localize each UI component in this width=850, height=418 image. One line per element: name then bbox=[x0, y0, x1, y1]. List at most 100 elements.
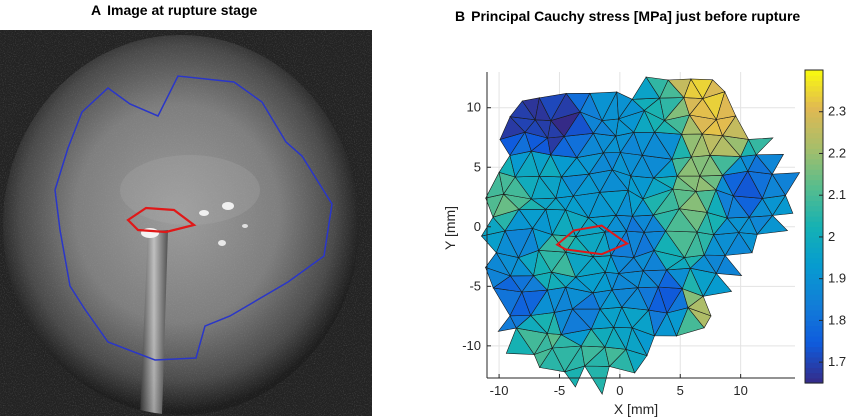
colorbar-segment-43 bbox=[805, 153, 823, 160]
colorbar-segment-49 bbox=[805, 122, 823, 128]
colorbar-segment-45 bbox=[805, 143, 823, 149]
panel-a-title: A Image at rupture stage bbox=[91, 2, 257, 18]
x-axis-label: X [mm] bbox=[614, 401, 658, 417]
colorbar-segment-21 bbox=[805, 268, 823, 275]
colorbar-segment-59 bbox=[805, 70, 823, 76]
colorbar-segment-57 bbox=[805, 80, 823, 87]
colorbar-segment-56 bbox=[805, 85, 823, 92]
colorbar-segment-24 bbox=[805, 252, 823, 259]
colorbar-segment-16 bbox=[805, 294, 823, 301]
colorbar-segment-13 bbox=[805, 309, 823, 316]
x-tick-label-2: 0 bbox=[616, 383, 623, 398]
colorbar-segment-51 bbox=[805, 111, 823, 118]
colorbar-segment-26 bbox=[805, 242, 823, 248]
mesh-element-199 bbox=[771, 172, 801, 196]
colorbar-segment-55 bbox=[805, 90, 823, 97]
colorbar-segment-25 bbox=[805, 247, 823, 254]
panel-b-title-text: Principal Cauchy stress [MPa] just befor… bbox=[471, 8, 801, 24]
y-tick-label-2: 0 bbox=[474, 219, 481, 234]
colorbar-segment-17 bbox=[805, 289, 823, 295]
colorbar-frame bbox=[804, 69, 824, 384]
colorbar-segment-53 bbox=[805, 101, 823, 108]
colorbar-segment-42 bbox=[805, 158, 823, 165]
colorbar-segment-27 bbox=[805, 236, 823, 243]
colorbar-segment-23 bbox=[805, 257, 823, 264]
rupture-stage-image bbox=[0, 30, 372, 416]
mesh-element-246 bbox=[748, 137, 774, 156]
chart-overlay bbox=[555, 224, 630, 256]
colorbar-segment-30 bbox=[805, 221, 823, 228]
y-axis-label: Y [mm] bbox=[442, 206, 458, 250]
mesh-element-286 bbox=[715, 90, 737, 120]
colorbar-segment-5 bbox=[805, 351, 823, 358]
colorbar-segment-1 bbox=[805, 372, 823, 379]
colorbar-tick-label-1: 1.8 bbox=[828, 312, 846, 327]
colorbar-segment-11 bbox=[805, 320, 823, 327]
colorbar-segment-44 bbox=[805, 148, 823, 155]
tissue-boundary-outline bbox=[54, 75, 333, 361]
mesh-element-99 bbox=[715, 254, 743, 276]
colorbar-segment-15 bbox=[805, 299, 823, 306]
colorbar-segment-22 bbox=[805, 263, 823, 269]
colorbar-segment-52 bbox=[805, 106, 823, 113]
colorbar-segment-12 bbox=[805, 315, 823, 321]
y-tick-label-0: -10 bbox=[462, 338, 481, 353]
mesh-element-1 bbox=[584, 365, 610, 395]
colorbar-segment-14 bbox=[805, 304, 823, 311]
mesh-element-147 bbox=[756, 215, 789, 235]
x-tick-label-3: 5 bbox=[677, 383, 684, 398]
colorbar-segment-32 bbox=[805, 210, 823, 217]
y-tick-label-3: 5 bbox=[474, 159, 481, 174]
colorbar-segment-20 bbox=[805, 273, 823, 280]
x-tick-label-0: -10 bbox=[490, 383, 509, 398]
colorbar: 1.7 1.8 1.9 2 2.1 2.2 2.3 bbox=[804, 69, 846, 384]
panel-b-letter: B bbox=[455, 8, 466, 24]
mesh-element-58 bbox=[687, 295, 712, 317]
panel-a-title-text: Image at rupture stage bbox=[107, 2, 258, 18]
colorbar-tick-label-0: 1.7 bbox=[828, 354, 846, 369]
colorbar-segment-39 bbox=[805, 174, 823, 181]
colorbar-segment-31 bbox=[805, 216, 823, 222]
x-tick-label-1: -5 bbox=[554, 383, 566, 398]
colorbar-segment-2 bbox=[805, 367, 823, 374]
stress-mesh bbox=[480, 76, 801, 395]
colorbar-segment-9 bbox=[805, 330, 823, 337]
colorbar-segment-10 bbox=[805, 325, 823, 332]
stress-heatmap-chart: -10 -5 0 5 10 -10 -5 0 5 10 1.7 1.8 1.9 2 2.1 2.2 2.3 X… bbox=[442, 69, 846, 417]
colorbar-segment-40 bbox=[805, 169, 823, 175]
colorbar-segment-34 bbox=[805, 200, 823, 207]
y-tick-label-1: -5 bbox=[469, 278, 481, 293]
colorbar-segment-7 bbox=[805, 341, 823, 348]
colorbar-segment-29 bbox=[805, 226, 823, 233]
colorbar-segment-33 bbox=[805, 205, 823, 212]
mesh-element-293 bbox=[690, 78, 714, 100]
colorbar-segment-35 bbox=[805, 195, 823, 202]
colorbar-segment-3 bbox=[805, 362, 823, 368]
rupture-outline bbox=[555, 224, 630, 256]
colorbar-tick-label-2: 1.9 bbox=[828, 271, 846, 286]
colorbar-tick-label-3: 2 bbox=[828, 229, 835, 244]
colorbar-segment-48 bbox=[805, 127, 823, 134]
panel-b-title: B Principal Cauchy stress [MPa] just befo… bbox=[455, 8, 800, 24]
colorbar-segment-41 bbox=[805, 163, 823, 170]
colorbar-segment-47 bbox=[805, 132, 823, 139]
colorbar-segment-50 bbox=[805, 116, 823, 123]
mesh-element-223 bbox=[755, 153, 785, 175]
rupture-outline bbox=[126, 206, 197, 234]
colorbar-segment-28 bbox=[805, 231, 823, 238]
chart-axes: -10 -5 0 5 10 -10 -5 0 5 10 bbox=[462, 72, 795, 398]
colorbar-segment-6 bbox=[805, 346, 823, 353]
colorbar-segment-8 bbox=[805, 336, 823, 342]
colorbar-segment-46 bbox=[805, 137, 823, 144]
colorbar-segment-0 bbox=[805, 377, 823, 384]
colorbar-segment-37 bbox=[805, 184, 823, 191]
colorbar-segment-58 bbox=[805, 75, 823, 82]
mesh-element-289 bbox=[645, 76, 669, 99]
x-tick-label-4: 10 bbox=[733, 383, 747, 398]
colorbar-tick-label-6: 2.3 bbox=[828, 104, 846, 119]
colorbar-segment-38 bbox=[805, 179, 823, 186]
colorbar-tick-label-4: 2.1 bbox=[828, 187, 846, 202]
colorbar-tick-label-5: 2.2 bbox=[828, 145, 846, 160]
colorbar-segment-54 bbox=[805, 96, 823, 102]
colorbar-segment-19 bbox=[805, 278, 823, 285]
